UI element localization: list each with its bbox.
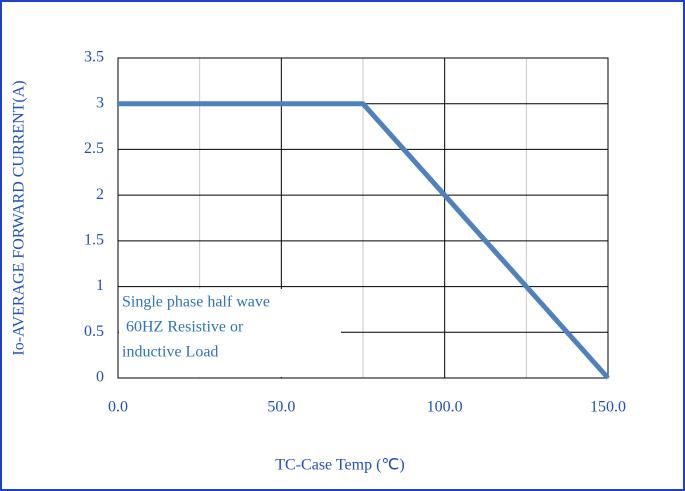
x-tick-label: 150.0 bbox=[590, 399, 626, 416]
y-tick-label: 3.5 bbox=[84, 49, 104, 66]
x-tick-label: 0.0 bbox=[108, 399, 128, 416]
x-tick-label: 100.0 bbox=[427, 399, 463, 416]
y-axis-label: Io-AVERAGE FORWARD CURRENT(A) bbox=[11, 80, 28, 355]
y-tick-label: 2.5 bbox=[84, 140, 104, 157]
annotation: Single phase half wave bbox=[122, 294, 270, 311]
x-tick-label: 50.0 bbox=[267, 399, 295, 416]
y-tick-label: 1.5 bbox=[84, 232, 104, 249]
y-tick-label: 1 bbox=[96, 277, 104, 294]
y-tick-label: 0 bbox=[96, 369, 104, 386]
line bbox=[118, 101, 610, 380]
y-tick-label: 3 bbox=[96, 94, 104, 111]
annotation-box bbox=[119, 289, 341, 377]
y-tick-label: 2 bbox=[96, 186, 104, 203]
plot-frame bbox=[117, 57, 609, 379]
x-axis-label: TC-Case Temp (℃) bbox=[275, 457, 404, 474]
annotation: 60HZ Resistive or bbox=[122, 319, 244, 336]
y-tick-label: 0.5 bbox=[84, 323, 104, 340]
annotation: inductive Load bbox=[122, 344, 218, 361]
